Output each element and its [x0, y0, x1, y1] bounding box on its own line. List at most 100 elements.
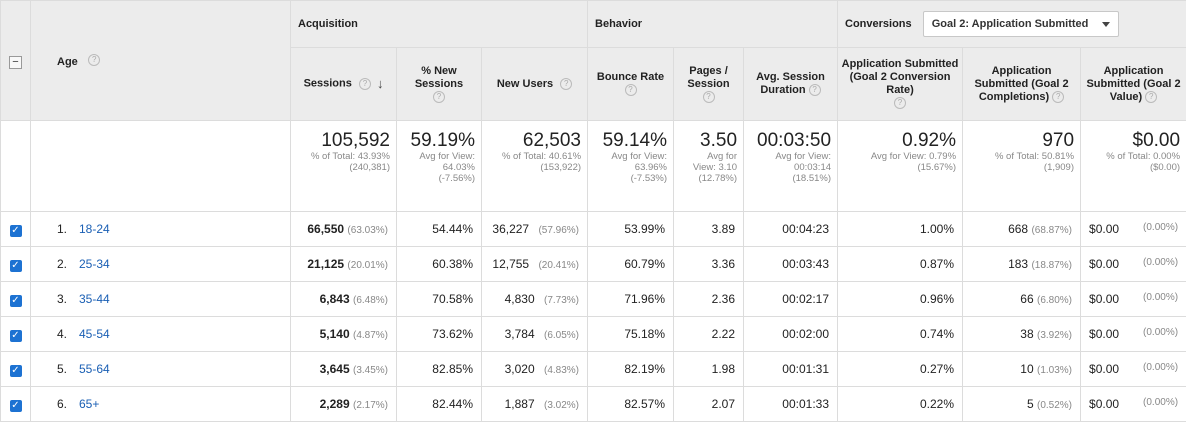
- conv-rate-cell: 0.27%: [838, 352, 963, 387]
- group-behavior: Behavior: [588, 1, 838, 48]
- sessions-value: 2,289: [320, 397, 350, 411]
- sessions-cell: 6,843 (6.48%): [291, 282, 397, 317]
- row-checkbox-cell[interactable]: ✓: [1, 212, 31, 247]
- completions-pct: (1.03%): [1037, 365, 1072, 376]
- help-icon[interactable]: ?: [359, 78, 371, 90]
- help-icon[interactable]: ?: [894, 97, 906, 109]
- new-sessions-cell: 60.38%: [397, 247, 482, 282]
- completions-cell: 66 (6.80%): [963, 282, 1081, 317]
- col-conversion-rate[interactable]: Application Submitted (Goal 2 Conversion…: [838, 48, 963, 121]
- new-sessions-cell: 82.44%: [397, 387, 482, 422]
- row-checkbox-cell[interactable]: ✓: [1, 352, 31, 387]
- bounce-cell: 82.19%: [588, 352, 674, 387]
- row-checkbox-cell[interactable]: ✓: [1, 282, 31, 317]
- row-index: 4.: [45, 327, 67, 341]
- col-new-users[interactable]: New Users ?: [482, 48, 588, 121]
- col-new-sessions-label: % New Sessions: [400, 65, 478, 91]
- age-link[interactable]: 25-34: [79, 257, 110, 271]
- table-row: ✓ 5.55-64 3,645 (3.45%) 82.85% 3,020 (4.…: [1, 352, 1186, 387]
- conv-rate-cell: 1.00%: [838, 212, 963, 247]
- new-users-cell: 12,755 (20.41%): [482, 247, 588, 282]
- help-icon[interactable]: ?: [625, 84, 637, 96]
- value-amount: $0.00: [1089, 362, 1119, 376]
- sessions-value: 3,645: [320, 362, 350, 376]
- row-index: 3.: [45, 292, 67, 306]
- total-compare: Avg for View: 00:03:14 (18.51%): [744, 151, 837, 184]
- col-goal-value[interactable]: Application Submitted (Goal 2 Value) ?: [1081, 48, 1186, 121]
- duration-cell: 00:02:00: [744, 317, 838, 352]
- value-amount: $0.00: [1089, 257, 1119, 271]
- col-pages-session-label: Pages / Session: [677, 65, 740, 91]
- help-icon[interactable]: ?: [433, 91, 445, 103]
- help-icon[interactable]: ?: [809, 84, 821, 96]
- value-pct: (0.00%): [1143, 362, 1178, 373]
- new-sessions-cell: 82.85%: [397, 352, 482, 387]
- new-users-value: 3,784: [505, 327, 535, 341]
- total-compare: % of Total: 43.93% (240,381): [291, 151, 396, 173]
- sessions-pct: (6.48%): [353, 295, 388, 306]
- value-amount: $0.00: [1089, 397, 1119, 411]
- age-cell: 2.25-34: [31, 247, 291, 282]
- value-amount: $0.00: [1089, 222, 1119, 236]
- value-cell: $0.00 (0.00%): [1081, 352, 1186, 387]
- total-value: 59.14%: [588, 121, 673, 151]
- total-compare: Avg for View: 64.03% (-7.56%): [397, 151, 481, 184]
- age-cell: 4. 45-54: [31, 317, 291, 352]
- help-icon[interactable]: ?: [88, 54, 100, 66]
- conv-rate-cell: 0.87%: [838, 247, 963, 282]
- total-value: 0.92%: [838, 121, 962, 151]
- checkbox-checked-icon[interactable]: ✓: [10, 295, 22, 307]
- total-completions: 970% of Total: 50.81% (1,909): [963, 121, 1081, 212]
- deselect-all-toggle[interactable]: −: [9, 56, 22, 69]
- sessions-pct: (63.03%): [347, 225, 388, 236]
- age-link[interactable]: 18-24: [79, 222, 110, 236]
- help-icon[interactable]: ?: [703, 91, 715, 103]
- total-new-sessions: 59.19%Avg for View: 64.03% (-7.56%): [397, 121, 482, 212]
- goal-dropdown[interactable]: Goal 2: Application Submitted: [923, 11, 1120, 37]
- col-new-sessions[interactable]: % New Sessions ?: [397, 48, 482, 121]
- select-all-cell[interactable]: −: [1, 1, 31, 121]
- help-icon[interactable]: ?: [560, 78, 572, 90]
- help-icon[interactable]: ?: [1052, 91, 1064, 103]
- col-pages-session[interactable]: Pages / Session ?: [674, 48, 744, 121]
- row-checkbox-cell[interactable]: ✓: [1, 247, 31, 282]
- completions-value: 10: [1020, 362, 1033, 376]
- age-link[interactable]: 35-44: [79, 292, 110, 306]
- sessions-cell: 3,645 (3.45%): [291, 352, 397, 387]
- sessions-cell: 5,140 (4.87%): [291, 317, 397, 352]
- sort-arrow-icon[interactable]: ↓: [377, 76, 384, 91]
- duration-cell: 00:02:17: [744, 282, 838, 317]
- completions-cell: 668 (68.87%): [963, 212, 1081, 247]
- col-bounce-rate[interactable]: Bounce Rate ?: [588, 48, 674, 121]
- age-link[interactable]: 55-64: [79, 362, 110, 376]
- row-checkbox-cell[interactable]: ✓: [1, 317, 31, 352]
- value-pct: (0.00%): [1143, 222, 1178, 233]
- checkbox-checked-icon[interactable]: ✓: [10, 400, 22, 412]
- dimension-header: Age ?: [31, 1, 291, 121]
- sessions-cell: 2,289 (2.17%): [291, 387, 397, 422]
- checkbox-checked-icon[interactable]: ✓: [10, 260, 22, 272]
- col-avg-duration[interactable]: Avg. Session Duration ?: [744, 48, 838, 121]
- checkbox-checked-icon[interactable]: ✓: [10, 330, 22, 342]
- age-link[interactable]: 65+: [79, 397, 99, 411]
- conv-rate-cell: 0.96%: [838, 282, 963, 317]
- row-checkbox-cell[interactable]: ✓: [1, 387, 31, 422]
- totals-label-cell: [31, 121, 291, 212]
- duration-cell: 00:04:23: [744, 212, 838, 247]
- completions-value: 66: [1020, 292, 1033, 306]
- completions-value: 183: [1008, 257, 1028, 271]
- age-link[interactable]: 45-54: [79, 327, 110, 341]
- value-cell: $0.00(0.00%): [1081, 317, 1186, 352]
- total-value: 105,592: [291, 121, 396, 151]
- col-sessions[interactable]: Sessions ?↓: [291, 48, 397, 121]
- checkbox-checked-icon[interactable]: ✓: [10, 225, 22, 237]
- sessions-value: 21,125: [307, 257, 344, 271]
- sessions-pct: (20.01%): [347, 260, 388, 271]
- col-completions[interactable]: Application Submitted (Goal 2 Completion…: [963, 48, 1081, 121]
- totals-spacer: [1, 121, 31, 212]
- value-pct: (0.00%): [1143, 397, 1178, 408]
- help-icon[interactable]: ?: [1145, 91, 1157, 103]
- conversions-label: Conversions: [845, 18, 912, 30]
- checkbox-checked-icon[interactable]: ✓: [10, 365, 22, 377]
